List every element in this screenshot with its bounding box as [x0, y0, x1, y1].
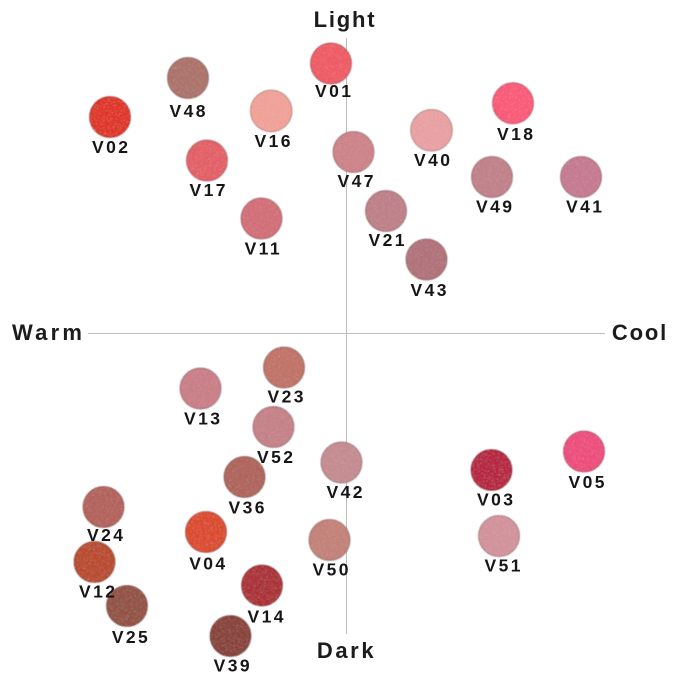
svg-text:V47: V47 [338, 171, 376, 191]
svg-text:V12: V12 [79, 582, 117, 602]
svg-text:V16: V16 [255, 131, 293, 151]
svg-text:V50: V50 [313, 560, 351, 580]
svg-text:V42: V42 [327, 482, 365, 502]
svg-text:Light: Light [314, 7, 377, 32]
svg-text:V39: V39 [214, 656, 252, 676]
svg-text:V14: V14 [248, 607, 286, 627]
svg-text:V18: V18 [497, 124, 535, 144]
svg-text:V01: V01 [315, 81, 353, 101]
svg-text:V36: V36 [229, 498, 267, 518]
svg-text:Dark: Dark [317, 638, 376, 663]
svg-text:V04: V04 [189, 554, 227, 574]
svg-text:V48: V48 [170, 101, 208, 121]
svg-text:V03: V03 [477, 490, 515, 510]
svg-text:V24: V24 [87, 525, 125, 545]
svg-text:V40: V40 [414, 150, 452, 170]
svg-text:V41: V41 [566, 197, 604, 217]
svg-text:V05: V05 [569, 472, 607, 492]
svg-text:V17: V17 [190, 180, 228, 200]
svg-text:Warm: Warm [12, 320, 85, 345]
svg-text:Cool: Cool [612, 320, 668, 345]
svg-text:V11: V11 [245, 238, 282, 258]
svg-text:V25: V25 [112, 627, 150, 647]
svg-text:V23: V23 [268, 387, 306, 407]
svg-text:V51: V51 [485, 555, 523, 575]
svg-text:V52: V52 [257, 447, 295, 467]
svg-text:V13: V13 [184, 409, 222, 429]
svg-text:V02: V02 [92, 137, 130, 157]
svg-text:V49: V49 [476, 197, 514, 217]
svg-text:V21: V21 [369, 230, 407, 250]
svg-text:V43: V43 [411, 280, 449, 300]
